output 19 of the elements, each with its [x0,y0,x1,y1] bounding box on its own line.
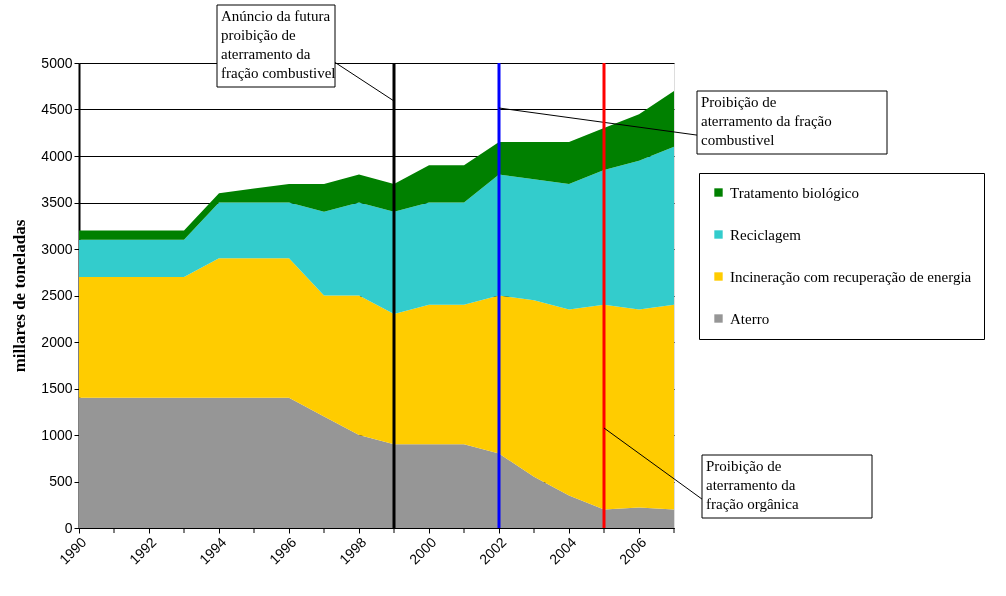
legend-label: Aterro [730,310,770,327]
ref-line-label: Proibição de aterramento da fração orgânica [706,458,799,512]
y-tick-label: 4500 [41,101,73,117]
y-tick-label: 500 [49,473,73,489]
y-tick-label: 3500 [41,194,73,210]
y-tick-label: 5000 [41,54,73,71]
y-tick-label: 2000 [41,333,73,350]
legend-label: Tratamento biológico [730,184,860,201]
y-tick-label: 1000 [41,426,73,443]
y-axis-title: millares de toneladas [10,219,30,373]
y-tick-label: 1500 [41,380,73,396]
y-tick-label: 3000 [41,240,73,257]
y-tick-label: 0 [64,519,73,536]
y-tick-label: 2500 [41,287,73,303]
legend-label: Reciclagem [730,226,802,243]
legend-label: Incineração com recuperação de energia [730,268,972,285]
y-tick-label: 4000 [41,147,73,164]
ref-line-label: Proibição de aterramento da fração combustivel [701,94,832,148]
ref-line-label: Anúncio da futura proibição de aterramento da fração combustivel [221,8,336,81]
